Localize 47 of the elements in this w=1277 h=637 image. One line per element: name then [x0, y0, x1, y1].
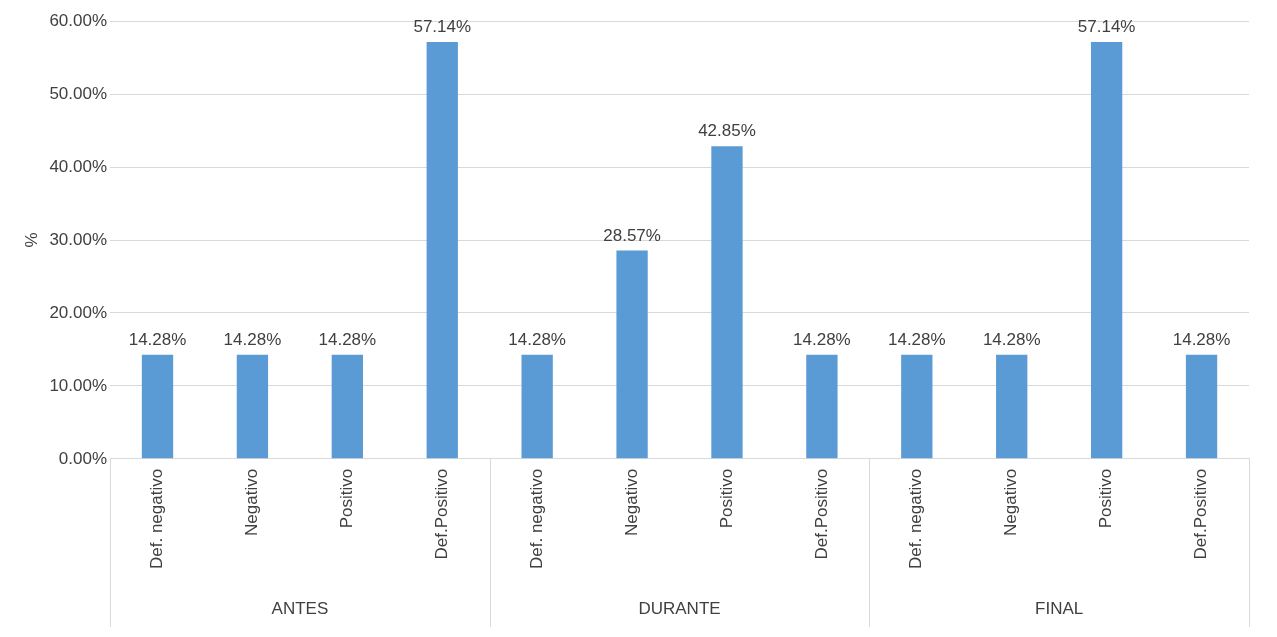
bar	[996, 354, 1028, 459]
bar	[236, 354, 269, 459]
x-tick-label: Def.Positivo	[811, 468, 831, 560]
y-tick-label: 50.00%	[49, 83, 108, 103]
bar	[426, 42, 458, 459]
text: DURANTE	[638, 598, 721, 618]
y-tick-label: 0.00%	[58, 448, 108, 468]
data-label: 14.28%	[318, 329, 377, 349]
x-tick-label: Positivo	[716, 468, 736, 529]
x-tick-label: Negativo	[242, 468, 262, 536]
data-label: 14.28%	[887, 329, 946, 349]
x-tick-label: Def. negativo	[147, 468, 167, 570]
x-tick-label: Def.Positivo	[431, 468, 451, 560]
x-tick-label: Def. negativo	[526, 468, 546, 570]
bar	[806, 354, 838, 459]
x-tick-label: Negativo	[1001, 468, 1021, 536]
text: ANTES	[271, 598, 329, 618]
bar	[616, 250, 648, 459]
y-tick-label: 10.00%	[49, 375, 108, 395]
bar	[331, 354, 363, 459]
data-label: 14.28%	[1172, 329, 1231, 349]
data-label: 28.57%	[603, 225, 661, 245]
data-label: 14.28%	[793, 329, 851, 349]
data-label: 57.14%	[413, 17, 472, 37]
bar	[901, 354, 933, 459]
bar	[711, 146, 743, 459]
y-tick-label: 30.00%	[49, 229, 108, 249]
data-label: 57.14%	[1077, 17, 1136, 37]
text: FINAL	[1035, 598, 1084, 618]
data-label: 14.28%	[223, 329, 282, 349]
x-tick-label: Def. negativo	[906, 468, 926, 570]
x-tick-label: Positivo	[1096, 468, 1116, 529]
data-label: 14.28%	[982, 329, 1041, 349]
bar	[521, 354, 553, 459]
bar	[141, 354, 174, 459]
bar	[1090, 42, 1123, 459]
data-label: 42.85%	[698, 121, 756, 141]
y-tick-label: 40.00%	[49, 156, 108, 176]
y-tick-label: 60.00%	[49, 10, 108, 30]
x-tick-label: Positivo	[337, 468, 357, 529]
x-tick-label: Negativo	[621, 468, 641, 536]
data-label: 14.28%	[128, 329, 187, 349]
bar	[1185, 354, 1218, 459]
y-axis-title: %	[21, 232, 41, 248]
y-tick-label: 20.00%	[49, 302, 108, 322]
x-tick-label: Def.Positivo	[1191, 468, 1211, 560]
data-label: 14.28%	[508, 329, 566, 349]
